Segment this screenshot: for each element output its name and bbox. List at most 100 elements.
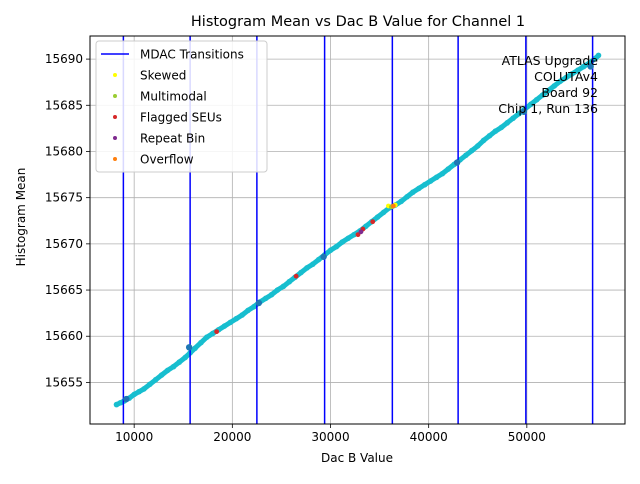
legend-marker-2 [113,94,117,98]
point-normal-24 [245,307,251,314]
point-normal-81 [580,63,587,70]
x-tick-label-1: 20000 [213,430,251,444]
x-tick-label-0: 10000 [115,430,153,444]
point-normal-36 [315,256,322,263]
y-tick-label-3: 15670 [45,237,83,251]
legend-marker-1 [113,73,117,77]
point-marker-0 [123,395,130,403]
point-normal-47 [380,209,387,216]
point-normal-8 [152,376,159,383]
point-normal-4 [131,391,137,398]
annotation-line-3: Chip 1, Run 136 [498,101,598,116]
point-normal-20 [221,323,228,329]
annotation-line-2: Board 92 [541,85,598,100]
point-normal-33 [298,269,304,276]
y-tick-label-5: 15680 [45,144,83,158]
point-normal-42 [351,231,357,238]
y-tick-label-1: 15660 [45,329,83,343]
point-normal-84 [595,52,602,59]
point-normal-9 [158,372,165,378]
point-normal-17 [204,334,210,340]
point-normal-75 [545,87,552,94]
point-overflow-0 [390,203,396,209]
point-normal-79 [569,71,575,77]
x-tick-label-4: 50000 [508,430,546,444]
point-normal-62 [469,147,475,154]
point-normal-46 [374,214,381,220]
point-normal-38 [327,247,334,254]
annotation-line-0: ATLAS Upgrade [502,53,599,68]
point-normal-65 [486,132,493,139]
point-normal-73 [533,96,540,103]
point-normal-74 [539,92,546,98]
point-normal-72 [527,101,534,108]
point-marker-5 [520,108,528,115]
legend-label-0: MDAC Transitions [140,48,244,62]
point-normal-61 [463,152,469,158]
point-normal-58 [445,166,452,172]
x-tick-label-2: 30000 [311,430,349,444]
point-normal-27 [262,295,269,302]
point-normal-50 [398,198,404,205]
point-marker-2 [255,299,263,307]
point-normal-41 [345,235,351,242]
point-marker-4 [453,159,461,166]
point-normal-39 [333,243,340,250]
chart-title: Histogram Mean vs Dac B Value for Channe… [191,14,525,30]
legend-box [95,40,268,173]
legend-marker-3 [113,115,117,119]
point-normal-68 [504,120,511,126]
point-normal-12 [176,359,183,365]
point-marker-6 [587,63,594,70]
legend-label-4: Repeat Bin [140,132,205,146]
point-normal-29 [274,287,281,293]
y-tick-label-7: 15690 [45,52,83,66]
point-normal-11 [170,363,177,370]
point-repeat-bin-0 [358,229,364,235]
point-normal-23 [239,312,245,318]
point-normal-31 [286,278,293,285]
point-normal-28 [268,291,275,298]
point-normal-6 [141,386,147,392]
point-normal-80 [575,67,581,73]
point-normal-56 [433,174,440,181]
point-normal-13 [182,354,189,361]
legend-label-3: Flagged SEUs [140,111,222,125]
point-normal-21 [227,319,234,326]
point-normal-76 [551,83,558,89]
point-normal-70 [516,110,522,117]
point-flagged-seus-0 [214,329,220,335]
point-normal-53 [416,185,422,192]
axes-frame [89,35,626,425]
point-normal-55 [427,178,434,184]
point-normal-69 [510,115,516,122]
point-normal-57 [439,170,446,177]
y-tick-label-6: 15685 [45,98,83,112]
point-normal-22 [233,315,240,322]
y-tick-label-0: 15655 [45,375,83,389]
y-tick-label-2: 15665 [45,283,83,297]
y-axis-label: Histogram Mean [14,168,28,267]
annotation-line-1: COLUTAv4 [534,69,598,84]
point-marker-1 [185,344,193,351]
x-tick-label-3: 40000 [410,430,448,444]
point-normal-16 [198,339,204,346]
x-axis-label: Dac B Value [321,451,393,465]
point-normal-64 [480,137,487,144]
point-normal-51 [404,193,410,200]
point-normal-35 [310,261,316,267]
point-flagged-seus-4 [370,219,376,225]
point-normal-30 [280,283,287,290]
point-normal-78 [563,74,569,81]
legend-label-2: Multimodal [140,90,207,104]
point-normal-67 [498,124,505,131]
legend-marker-4 [113,136,117,140]
point-normal-25 [251,303,257,310]
point-normal-15 [192,345,198,352]
point-normal-52 [410,189,416,195]
point-normal-18 [209,330,216,337]
point-normal-66 [492,128,499,134]
point-normal-54 [421,181,428,188]
point-normal-77 [557,78,564,85]
